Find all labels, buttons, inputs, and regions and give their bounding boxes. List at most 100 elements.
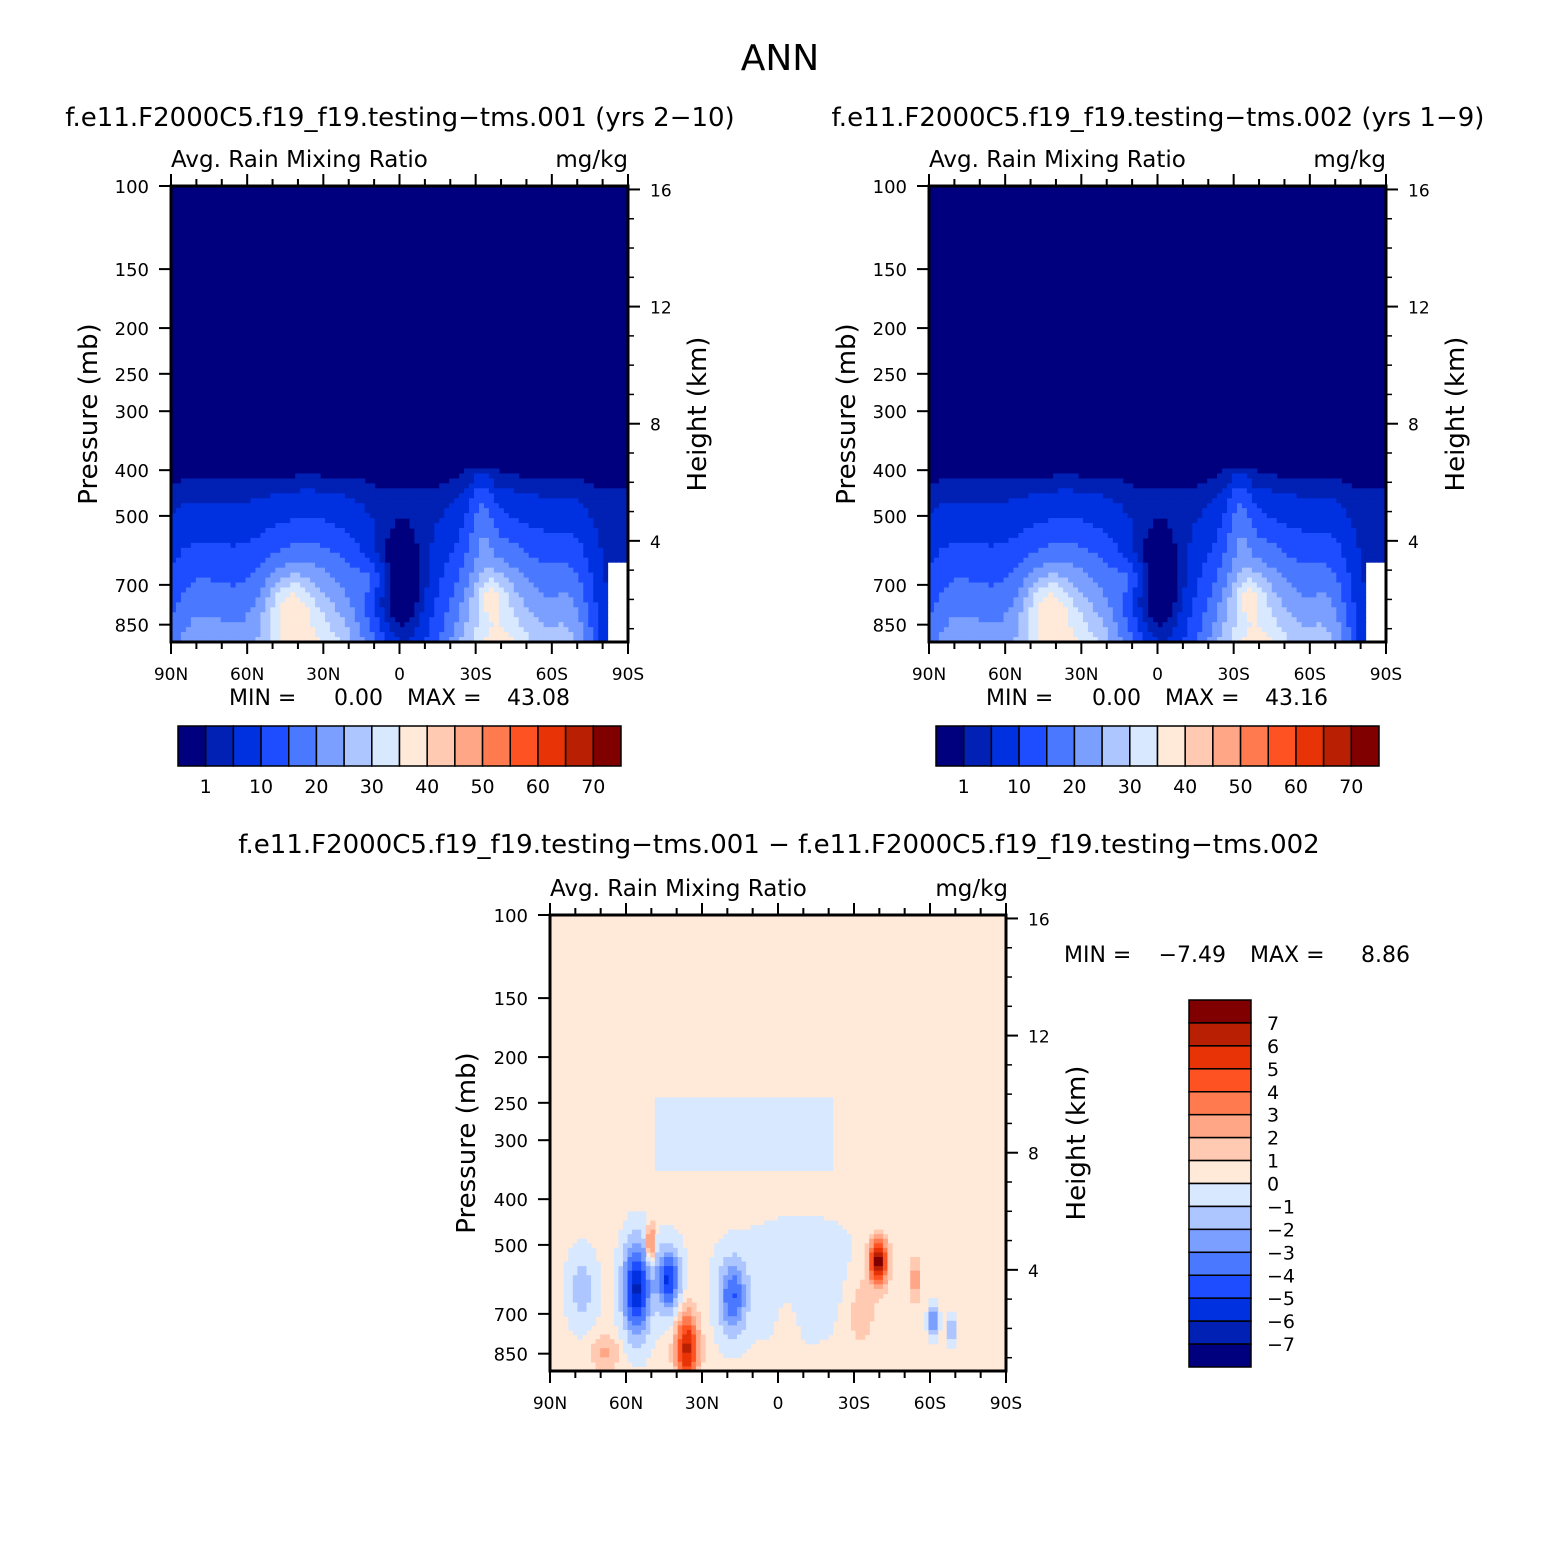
contour-cell: [1048, 572, 1054, 579]
contour-cell: [1351, 532, 1357, 539]
contour-cell: [429, 612, 435, 618]
contour-cell: [374, 572, 381, 579]
contour-cell: [464, 602, 470, 608]
contour-cell: [1381, 537, 1386, 544]
contour-cell: [429, 632, 435, 638]
contour-cell: [528, 528, 535, 534]
contour-cell: [1097, 498, 1104, 504]
contour-cell: [320, 478, 326, 484]
contour-cell: [1361, 488, 1367, 494]
contour-cell: [1187, 582, 1193, 589]
contour-cell: [578, 483, 584, 489]
contour-cell: [543, 627, 550, 633]
contour-cell: [359, 547, 366, 554]
contour-cell: [1222, 468, 1228, 475]
contour-cell: [384, 602, 391, 608]
contour-cell: [210, 627, 217, 633]
contour-cell: [1097, 582, 1104, 589]
contour-cell: [1376, 547, 1382, 554]
contour-cell: [449, 523, 455, 529]
contour-cell: [503, 602, 510, 608]
contour-cell: [503, 518, 510, 524]
contour-cell: [1008, 582, 1015, 589]
contour-cell: [483, 637, 490, 642]
contour-cell: [498, 518, 505, 524]
contour-cell: [404, 503, 411, 509]
contour-cell: [553, 537, 560, 544]
contour-cell: [474, 503, 480, 509]
contour-cell: [369, 542, 376, 549]
contour-cell: [943, 572, 950, 579]
contour-cell: [339, 488, 346, 494]
contour-cell: [1053, 478, 1059, 484]
contour-cell: [478, 523, 485, 529]
contour-cell: [573, 592, 579, 598]
contour-cell: [210, 523, 217, 529]
contour-cell: [230, 532, 237, 539]
contour-cell: [275, 617, 281, 623]
contour-cell: [998, 493, 1005, 499]
contour-cell: [528, 483, 535, 489]
contour-cell: [953, 567, 960, 574]
panel-1-ylabel-right: Height (km): [683, 337, 713, 492]
contour-cell: [1137, 488, 1144, 494]
contour-cell: [1063, 532, 1069, 539]
contour-cell: [608, 592, 614, 598]
contour-cell: [1246, 503, 1253, 509]
contour-cell: [1232, 483, 1238, 489]
contour-cell: [1271, 498, 1278, 504]
contour-cell: [1261, 488, 1268, 494]
contour-cell: [215, 562, 222, 569]
contour-cell: [1082, 483, 1089, 489]
contour-cell: [1241, 503, 1248, 509]
contour-cell: [583, 617, 589, 623]
contour-cell: [1033, 503, 1039, 509]
contour-cell: [210, 552, 217, 559]
contour-cell: [978, 557, 985, 564]
contour-cell: [503, 542, 510, 549]
contour-cell: [270, 607, 276, 613]
contour-cell: [434, 597, 440, 603]
contour-cell: [578, 612, 584, 618]
contour-cell: [1276, 488, 1283, 494]
contour-cell: [1346, 557, 1352, 564]
contour-cell: [1321, 547, 1327, 554]
contour-cell: [1058, 552, 1064, 559]
contour-cell: [1058, 587, 1064, 594]
contour-cell: [1361, 523, 1367, 529]
contour-cell: [1217, 542, 1223, 549]
contour-cell: [255, 532, 262, 539]
contour-cell: [1212, 532, 1218, 539]
contour-cell: [568, 617, 574, 623]
contour-cell: [444, 572, 450, 579]
contour-cell: [175, 617, 182, 623]
contour-cell: [538, 528, 545, 534]
contour-cell: [349, 617, 356, 623]
contour-cell: [998, 532, 1005, 539]
contour-cell: [593, 582, 599, 589]
contour-cell: [1326, 582, 1332, 589]
contour-cell: [1048, 508, 1054, 514]
contour-cell: [538, 552, 545, 559]
contour-cell: [1008, 518, 1015, 524]
contour-cell: [270, 537, 276, 544]
contour-cell: [1227, 532, 1233, 539]
contour-cell: [1236, 498, 1243, 504]
contour-cell: [1013, 587, 1020, 594]
contour-cell: [1107, 488, 1114, 494]
contour-cell: [175, 632, 182, 638]
contour-cell: [1321, 572, 1327, 579]
contour-cell: [230, 607, 237, 613]
contour-cell: [1087, 503, 1094, 509]
contour-cell: [190, 483, 197, 489]
contour-cell: [1137, 557, 1144, 564]
contour-cell: [1107, 542, 1114, 549]
contour-cell: [210, 528, 217, 534]
contour-cell: [1306, 493, 1313, 499]
contour-cell: [503, 478, 510, 484]
contour-cell: [608, 498, 614, 504]
contour-cell: [439, 637, 445, 642]
contour-cell: [943, 508, 950, 514]
contour-cell: [364, 523, 371, 529]
contour-cell: [320, 577, 326, 584]
